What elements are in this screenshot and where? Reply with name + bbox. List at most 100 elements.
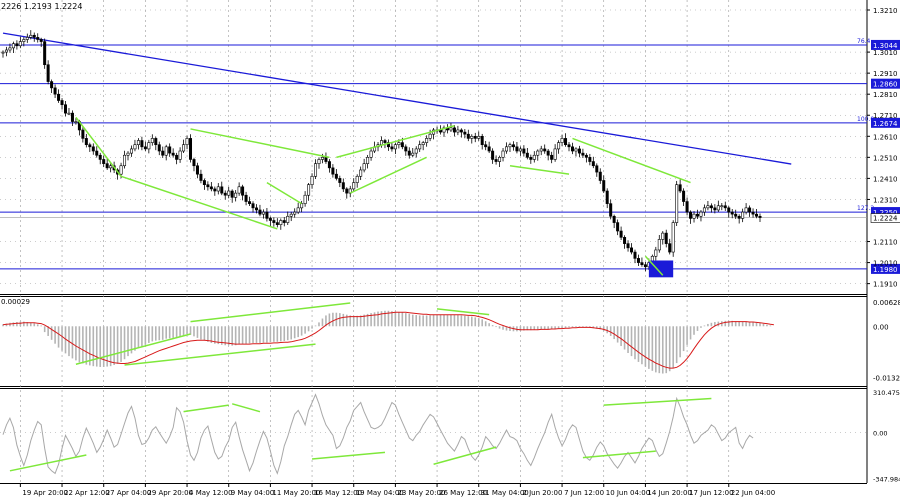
candle-body	[133, 144, 137, 150]
candle-body	[331, 167, 335, 175]
candle-body	[70, 112, 74, 122]
candle-body	[248, 201, 252, 204]
candle-body	[275, 222, 279, 225]
macd-divergence-line	[124, 343, 316, 366]
candle-body	[15, 43, 19, 47]
divergence-lines[interactable]	[75, 116, 691, 276]
candle-body	[29, 34, 33, 38]
candle-body	[449, 127, 453, 131]
candle-body	[557, 142, 561, 150]
candle-body	[157, 144, 161, 152]
candle-body	[168, 146, 172, 154]
x-tick-label: 29 Apr 20:00	[147, 489, 193, 497]
candle-body	[251, 203, 255, 209]
candle-body	[189, 138, 193, 160]
candle-body	[689, 211, 693, 219]
macd-tick-label: 0.00	[873, 323, 889, 331]
candle-body	[755, 213, 759, 217]
x-tick-label: 11 May 20:00	[272, 489, 320, 497]
level-badge	[871, 263, 900, 274]
candle-body	[411, 152, 415, 156]
price-divergence-line	[349, 156, 427, 194]
candle-body	[675, 184, 679, 223]
price-tick-label: 1.2310	[873, 196, 898, 204]
candle-body	[254, 207, 258, 211]
candle-body	[758, 215, 762, 218]
candle-body	[727, 207, 731, 213]
candle-body	[300, 203, 304, 209]
candle-body	[303, 194, 307, 204]
x-tick-label: 16 May 12:00	[314, 489, 362, 497]
candle-body	[310, 175, 314, 186]
candle-body	[480, 135, 484, 146]
horizontal-levels[interactable]: 1.304476.41.28601.2674100.01.2250127.21.…	[0, 38, 900, 274]
candle-body	[296, 207, 300, 213]
candle-body	[522, 148, 526, 154]
candle-body	[418, 144, 422, 150]
candle-body	[452, 127, 456, 133]
candle-body	[185, 138, 189, 146]
candle-body	[241, 186, 245, 196]
candle-body	[751, 211, 755, 215]
candle-body	[265, 211, 269, 219]
candle-body	[11, 43, 15, 49]
candle-body	[362, 163, 366, 171]
candle-body	[678, 184, 682, 192]
level-badge	[871, 117, 900, 128]
candle-body	[220, 186, 224, 194]
candle-body	[584, 154, 588, 158]
candle-body	[466, 133, 470, 139]
candle-body	[199, 173, 203, 181]
candle-body	[227, 190, 231, 196]
candle-body	[244, 194, 248, 202]
fib-level-label: 127.2	[857, 205, 874, 212]
price-tick-label: 1.1910	[873, 281, 898, 289]
candle-body	[723, 205, 727, 209]
price-tick-label: 1.2410	[873, 175, 898, 183]
x-tick-label: 19 May 04:00	[356, 489, 404, 497]
candle-body	[581, 152, 585, 156]
candle-body	[730, 211, 734, 215]
candle-body	[123, 154, 127, 167]
oscillator-divergence-line	[183, 404, 229, 413]
oscillator-divergence-line	[582, 450, 656, 459]
candle-body	[147, 142, 151, 150]
candle-body	[46, 64, 50, 82]
candle-body	[36, 37, 40, 40]
candle-body	[640, 262, 644, 265]
candle-body	[508, 144, 512, 148]
trendline	[2, 32, 792, 165]
candle-body	[463, 131, 467, 135]
macd-divergence-line	[75, 333, 191, 365]
candle-body	[616, 222, 620, 232]
candle-body	[699, 211, 703, 217]
candle-body	[171, 152, 175, 156]
candle-body	[206, 184, 210, 188]
candle-body	[102, 159, 106, 164]
candle-body	[400, 142, 404, 148]
candle-body	[338, 178, 342, 183]
x-tick-label: 26 May 12:00	[439, 489, 487, 497]
candle-body	[18, 41, 22, 47]
trendline-group[interactable]	[2, 32, 792, 165]
candle-body	[643, 264, 647, 268]
candle-body	[477, 135, 481, 139]
candles	[1, 30, 762, 272]
level-badge-label: 1.3044	[873, 42, 898, 50]
candle-body	[630, 247, 634, 253]
candle-body	[619, 230, 623, 238]
oscillator-divergence-line	[433, 446, 497, 465]
candle-body	[53, 87, 57, 95]
candle-body	[577, 148, 581, 154]
candle-body	[213, 188, 217, 192]
price-tick-label: 1.2810	[873, 91, 898, 99]
candle-body	[126, 152, 130, 156]
candle-body	[182, 144, 186, 152]
price-divergence-line	[572, 137, 691, 184]
candle-body	[661, 232, 665, 240]
candle-body	[602, 180, 606, 192]
candle-body	[386, 142, 390, 148]
